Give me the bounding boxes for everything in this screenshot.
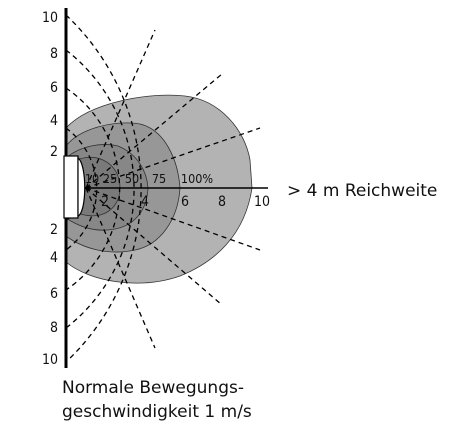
radial-line-up-steep	[85, 29, 156, 189]
zone-label-75: 75	[152, 171, 166, 186]
sensor-housing	[63, 155, 79, 219]
radial-line-down-low	[85, 187, 261, 251]
zone-label-10: 10	[85, 171, 99, 186]
y-tick-bottom-10: 10	[42, 352, 58, 368]
radial-line-down-steep	[85, 187, 156, 349]
range-arc-10	[65, 14, 142, 363]
zone-label-100: 100%	[181, 171, 213, 186]
x-tick-10: 10	[254, 194, 270, 210]
radial-lines	[85, 29, 261, 349]
zone-label-50: 50	[125, 171, 139, 186]
y-tick-top-10: 10	[42, 10, 58, 26]
y-tick-bottom-8: 8	[50, 320, 58, 336]
x-tick-2: 2	[101, 194, 109, 210]
sensor-lens	[77, 156, 86, 217]
y-tick-bottom-6: 6	[50, 286, 58, 302]
x-tick-4: 4	[141, 194, 149, 210]
x-tick-6: 6	[181, 194, 189, 210]
radial-line-up-low	[85, 127, 261, 189]
caption-line-1: Normale Bewegungs-	[62, 378, 244, 398]
range-arc-8	[65, 49, 135, 329]
y-tick-bottom-4: 4	[50, 250, 58, 266]
y-tick-bottom-2: 2	[50, 222, 58, 238]
range-arc-6	[65, 87, 121, 291]
y-tick-top-8: 8	[50, 46, 58, 62]
y-tick-top-4: 4	[50, 113, 58, 129]
radial-line-down-mid	[85, 187, 223, 306]
x-tick-8: 8	[218, 194, 226, 210]
caption-line-2: geschwindigkeit 1 m/s	[62, 402, 252, 422]
y-tick-top-2: 2	[50, 144, 58, 160]
range-arc-4	[65, 127, 98, 251]
radial-line-up-mid	[85, 73, 223, 189]
zone-label-25: 25	[103, 171, 117, 186]
y-tick-top-6: 6	[50, 80, 58, 96]
range-label: > 4 m Reichweite	[287, 181, 437, 201]
